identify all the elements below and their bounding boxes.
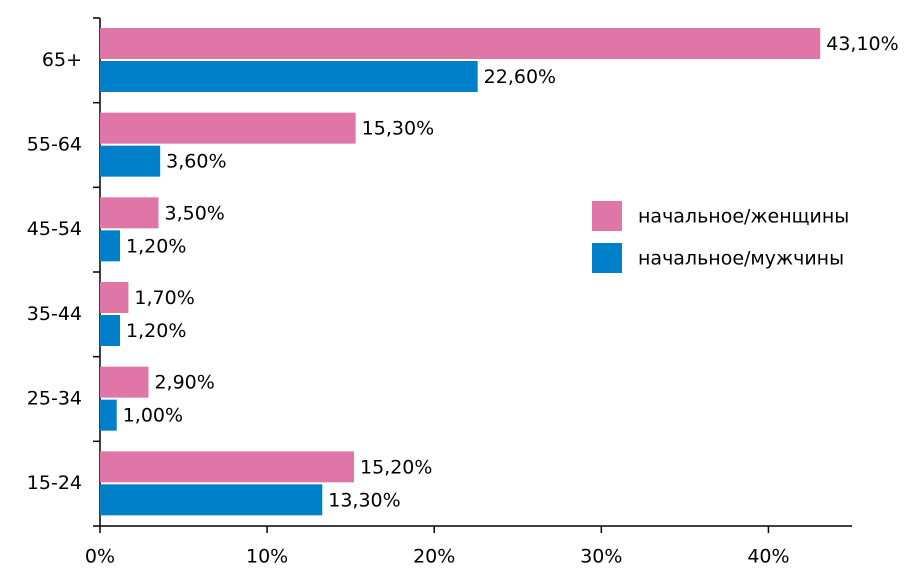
y-tick-label: 55-64 xyxy=(27,134,82,156)
bar xyxy=(100,315,121,346)
bar xyxy=(100,145,161,177)
legend-swatch xyxy=(592,243,622,273)
value-label: 15,20% xyxy=(360,456,432,478)
bar xyxy=(100,230,121,262)
y-tick-label: 15-24 xyxy=(27,472,82,494)
bar xyxy=(100,197,159,229)
value-label: 43,10% xyxy=(826,33,898,55)
bar xyxy=(100,28,821,59)
bar xyxy=(100,451,355,483)
bar xyxy=(100,484,323,516)
bar xyxy=(100,282,129,313)
legend-label: начальное/мужчины xyxy=(638,248,844,270)
y-tick-label: 65+ xyxy=(42,49,82,71)
value-label: 3,50% xyxy=(164,202,224,224)
bar xyxy=(100,112,356,144)
legend-swatch xyxy=(592,201,622,231)
value-label: 3,60% xyxy=(166,151,226,173)
value-label: 2,90% xyxy=(154,372,214,394)
value-label: 1,00% xyxy=(123,405,183,427)
x-tick-label: 20% xyxy=(413,546,455,568)
y-tick-label: 45-54 xyxy=(27,218,82,240)
value-label: 1,20% xyxy=(126,320,186,342)
value-label: 22,60% xyxy=(484,66,556,88)
value-label: 15,30% xyxy=(362,118,434,140)
legend-label: начальное/женщины xyxy=(638,206,849,228)
y-tick-label: 35-44 xyxy=(27,303,82,325)
value-label: 13,30% xyxy=(328,489,400,511)
x-tick-label: 0% xyxy=(85,546,115,568)
y-tick-label: 25-34 xyxy=(27,388,82,410)
x-tick-label: 40% xyxy=(747,546,789,568)
bar xyxy=(100,366,149,398)
bar xyxy=(100,61,478,92)
x-tick-label: 30% xyxy=(580,546,622,568)
x-tick-label: 10% xyxy=(246,546,288,568)
value-label: 1,70% xyxy=(134,287,194,309)
bar xyxy=(100,399,117,431)
value-label: 1,20% xyxy=(126,235,186,257)
